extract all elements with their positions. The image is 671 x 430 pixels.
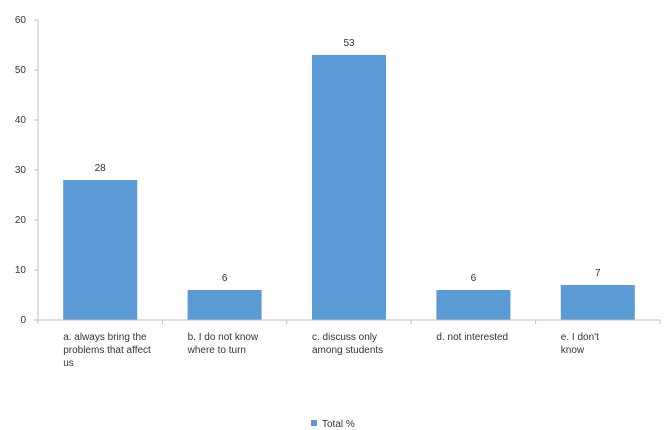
bars: 28 6 53 6 7 (63, 38, 635, 320)
bar (312, 55, 386, 320)
data-label: 6 (471, 273, 477, 284)
x-category-label: b. I do not know where to turn (187, 332, 259, 356)
bar (560, 285, 635, 320)
legend-swatch (311, 420, 317, 426)
y-tick-label: 60 (15, 15, 27, 26)
data-label: 7 (595, 268, 601, 279)
data-label: 6 (222, 273, 228, 284)
y-tick-label: 20 (15, 215, 27, 226)
x-axis: a. always bring the problems that affect u… (37, 319, 661, 369)
x-category-label: a. always bring the problems that affect u… (63, 332, 151, 369)
legend-label: Total % (322, 419, 355, 430)
data-label: 53 (343, 38, 355, 49)
y-tick-label: 40 (15, 115, 27, 126)
y-tick-label: 0 (20, 315, 26, 326)
bar (436, 290, 511, 320)
bar (63, 180, 138, 320)
x-category-label: c. discuss only among students (312, 332, 383, 356)
x-category-label: d. not interested (436, 332, 508, 343)
x-category-label: e. I don't know (561, 332, 599, 356)
y-tick-label: 50 (15, 65, 27, 76)
y-tick-label: 30 (15, 165, 27, 176)
data-label: 28 (95, 163, 107, 174)
y-axis: 0 10 20 30 40 50 60 (15, 15, 39, 326)
y-tick-label: 10 (15, 265, 27, 276)
legend: Total % (311, 419, 355, 430)
bar (187, 290, 262, 320)
